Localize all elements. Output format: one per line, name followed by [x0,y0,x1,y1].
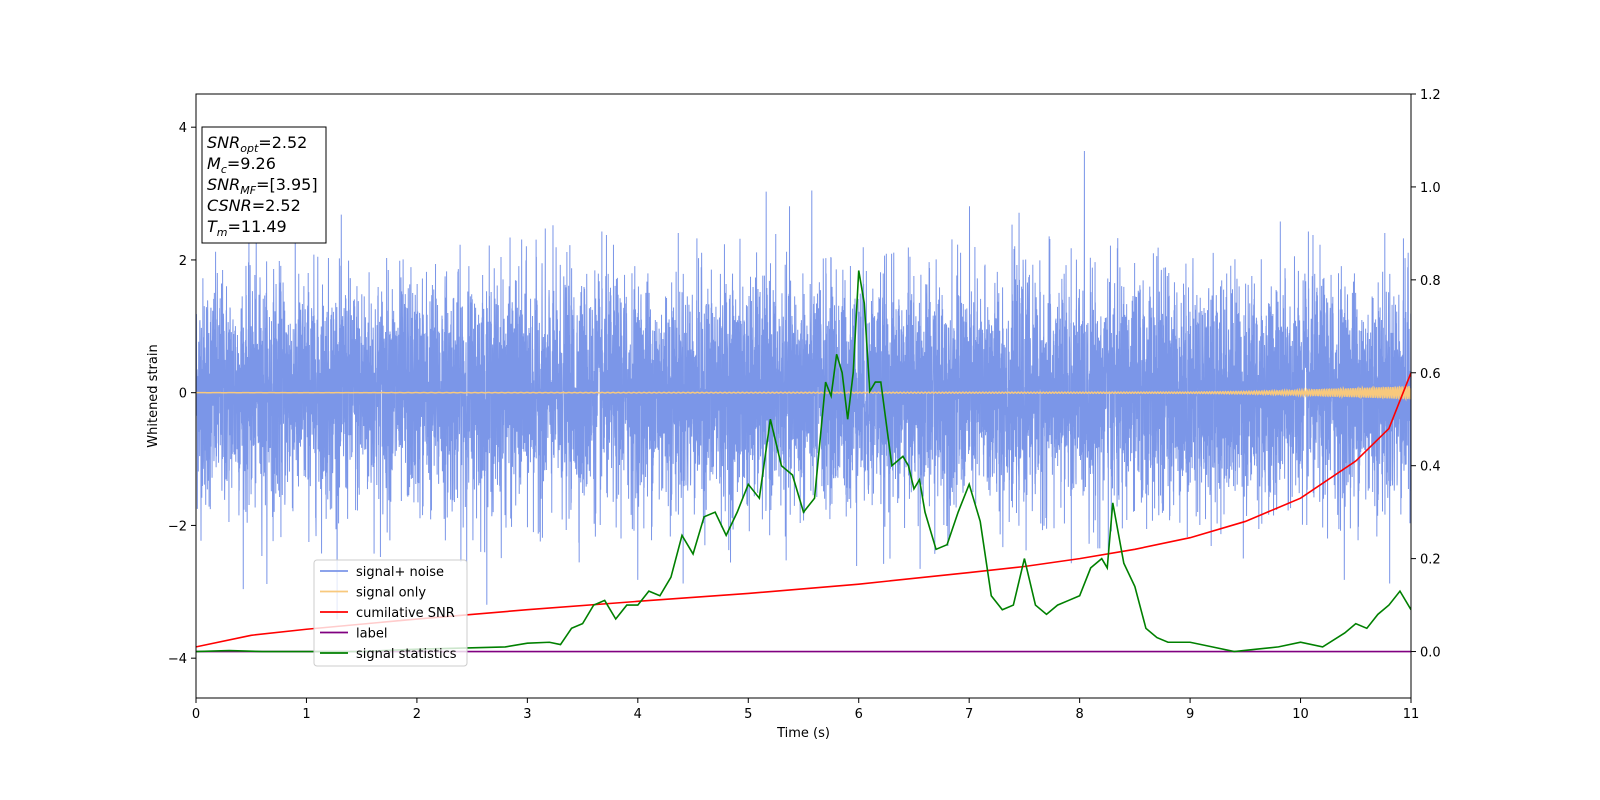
x-tick-label: 8 [1075,707,1083,722]
info-line: Tm=11.49 [207,217,287,239]
y-left-tick-label: 4 [179,121,187,136]
legend-label: signal only [356,586,426,601]
series-signal-only [196,385,1411,402]
x-tick-label: 7 [965,707,973,722]
x-tick-label: 9 [1186,707,1194,722]
y-right-tick-label: 1.2 [1420,88,1441,103]
x-tick-label: 1 [302,707,310,722]
series-signal-statistics [196,270,1411,653]
plot-frame [195,93,1412,699]
y-right-tick-label: 1.0 [1420,181,1441,196]
y-right-tick-label: 0.4 [1420,460,1441,475]
x-axis-label: Time (s) [776,726,830,741]
legend-label: label [356,627,387,642]
y-right-tick-label: 0.0 [1420,646,1441,661]
legend-label: signal statistics [356,647,457,662]
x-tick-label: 6 [855,707,863,722]
y-left-tick-label: 2 [179,254,187,269]
y-left-tick-label: −2 [168,519,187,534]
x-tick-label: 2 [413,707,421,722]
y-left-tick-label: 0 [179,387,187,402]
info-box-frame [201,126,327,244]
x-tick-label: 10 [1292,707,1309,722]
legend: signal+ noise signal only cumilative SNR la… [313,559,468,667]
legend-label: cumilative SNR [356,606,455,621]
y-right-tick-label: 0.6 [1420,367,1441,382]
info-line: Mc=9.26 [207,154,276,176]
y-right-tick-label: 0.8 [1420,274,1441,289]
x-tick-label: 4 [634,707,642,722]
legend-label: signal+ noise [356,565,444,580]
info-line: CSNR=2.52 [207,196,301,215]
y-right-tick-label: 0.2 [1420,553,1441,568]
info-line: SNRMF=[3.95] [207,175,318,197]
x-tick-label: 0 [192,707,200,722]
y-left-tick-label: −4 [168,652,187,667]
y-axis-label: Whitened strain [146,344,161,447]
info-line: SNRopt=2.52 [207,133,307,155]
x-tick-label: 11 [1403,707,1420,722]
legend-frame [313,559,468,667]
series-signal-noise [196,150,1411,620]
x-tick-label: 5 [744,707,752,722]
axes-layer: 0 1 2 3 4 5 6 7 8 9 10 11 −4 −2 0 2 4 0.0 0.2 0.4 0.6 0.8 1.0 1… [168,88,1441,722]
x-tick-label: 3 [523,707,531,722]
